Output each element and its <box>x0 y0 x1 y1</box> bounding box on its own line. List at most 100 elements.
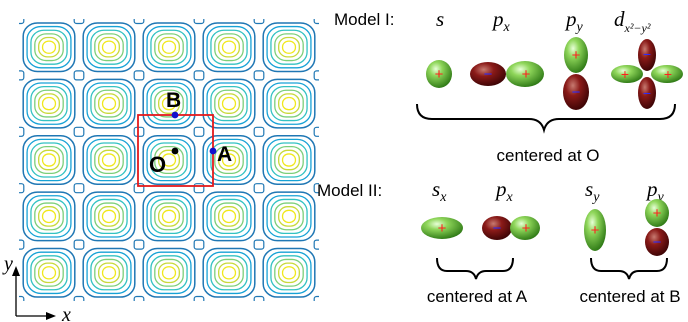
contour-ring <box>90 142 128 178</box>
contour-ring <box>278 93 300 114</box>
contour-ring <box>262 191 316 242</box>
contour-ring <box>161 40 177 54</box>
contour-ring <box>22 134 76 186</box>
contour-ring <box>22 247 76 298</box>
model-1-caption: centered at O <box>496 146 599 165</box>
contour-ring <box>221 209 237 224</box>
contour-ring <box>82 191 136 242</box>
contour-saddle <box>313 183 319 194</box>
contour-ring <box>262 78 316 129</box>
orbital-px2-label: px <box>494 177 514 205</box>
contour-ring <box>34 146 64 174</box>
model-2-title: Model II: <box>317 181 382 200</box>
orbital-px: − + <box>470 61 544 87</box>
model-1: Model I: s px py dx²−y² + − + + − <box>334 7 683 165</box>
contour-lines <box>19 19 319 301</box>
contour-ring <box>281 96 297 111</box>
contour-ring <box>82 22 136 73</box>
svg-text:+: + <box>591 222 600 239</box>
contour-ring <box>101 40 117 54</box>
contour-ring <box>30 255 68 291</box>
contour-ring <box>161 209 177 224</box>
contour-ring <box>202 191 256 242</box>
contour-saddle <box>133 295 145 301</box>
contour-ring <box>98 206 120 227</box>
contour-ring <box>94 146 124 174</box>
contour-saddle <box>313 126 319 137</box>
orbital-sy: + <box>584 209 606 251</box>
orbital-py: + − <box>563 37 589 110</box>
orbital-s-label: s <box>436 7 444 31</box>
contour-ring <box>278 206 300 227</box>
model-1-brace <box>416 103 676 134</box>
contour-ring <box>270 29 308 65</box>
contour-saddle <box>193 295 205 301</box>
contour-ring <box>274 33 304 62</box>
contour-ring <box>150 142 188 178</box>
contour-ring <box>34 89 64 118</box>
contour-saddle <box>253 183 265 194</box>
contour-ring <box>206 195 252 238</box>
contour-ring <box>82 247 136 298</box>
contour-ring <box>150 198 188 235</box>
contour-ring <box>101 153 117 167</box>
contour-ring <box>214 89 244 118</box>
contour-saddle <box>193 239 205 250</box>
contour-saddle <box>313 19 319 25</box>
contour-ring <box>221 96 237 111</box>
contour-ring <box>270 198 308 235</box>
brace-b <box>590 257 668 280</box>
contour-ring <box>262 134 316 186</box>
contour-ring <box>98 262 120 284</box>
contour-ring <box>154 33 184 62</box>
svg-text:−: − <box>643 46 651 62</box>
axis-x-label: x <box>61 304 71 322</box>
contour-ring <box>142 247 196 298</box>
contour-saddle <box>73 126 85 137</box>
contour-ring <box>41 266 57 280</box>
contour-ring <box>221 40 237 54</box>
contour-ring <box>158 36 180 58</box>
orbital-sx: + <box>421 217 463 239</box>
contour-ring <box>210 85 248 122</box>
svg-text:−: − <box>493 220 502 237</box>
contour-ring <box>30 198 68 235</box>
caption-a: centered at A <box>427 287 528 306</box>
contour-ring <box>281 209 297 224</box>
contour-saddle <box>133 239 145 250</box>
contour-ring <box>82 134 136 186</box>
contour-ring <box>34 202 64 231</box>
contour-ring <box>22 22 76 73</box>
contour-ring <box>206 138 252 182</box>
contour-ring <box>206 25 252 69</box>
contour-ring <box>210 255 248 291</box>
contour-ring <box>218 149 240 171</box>
contour-ring <box>210 142 248 178</box>
contour-ring <box>214 258 244 287</box>
contour-ring <box>281 153 297 167</box>
svg-text:+: + <box>621 66 629 82</box>
contour-saddle <box>19 70 25 81</box>
contour-ring <box>94 89 124 118</box>
contour-ring <box>214 33 244 62</box>
contour-ring <box>158 262 180 284</box>
contour-ring <box>266 25 312 69</box>
contour-ring <box>26 195 72 238</box>
orbital-sx-label: sx <box>432 177 447 205</box>
contour-ring <box>158 149 180 171</box>
contour-saddle <box>133 183 145 194</box>
svg-text:+: + <box>522 66 531 83</box>
orbital-sy-label: sy <box>585 177 600 205</box>
orbital-d: + + − − <box>611 39 683 109</box>
contour-ring <box>98 36 120 58</box>
contour-ring <box>218 36 240 58</box>
contour-ring <box>221 266 237 280</box>
contour-ring <box>41 209 57 224</box>
contour-saddle <box>253 70 265 81</box>
orbital-py2-label: py <box>645 177 665 205</box>
contour-ring <box>154 202 184 231</box>
svg-text:−: − <box>572 84 581 101</box>
contour-ring <box>202 22 256 73</box>
contour-ring <box>26 25 72 69</box>
contour-ring <box>98 149 120 171</box>
